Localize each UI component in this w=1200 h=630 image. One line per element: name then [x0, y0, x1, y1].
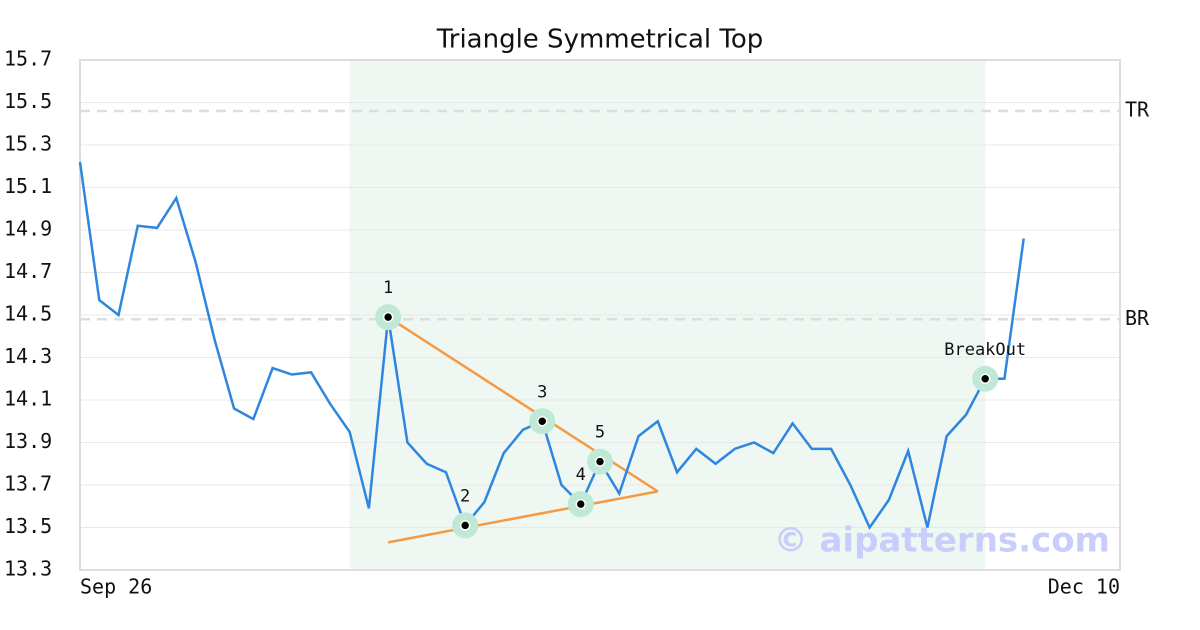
y-tick-label: 14.3 — [4, 344, 52, 368]
plot-frame — [79, 59, 1121, 571]
level-label: TR — [1125, 98, 1150, 122]
point-dot — [575, 498, 586, 510]
point-dot — [382, 311, 394, 323]
chart-title: Triangle Symmetrical Top — [436, 25, 764, 55]
y-tick-label: 13.5 — [4, 514, 52, 538]
y-tick-label: 14.9 — [4, 217, 52, 241]
point-label: 2 — [460, 486, 470, 506]
x-tick-label: Sep 26 — [80, 575, 152, 599]
y-tick-label: 13.3 — [4, 557, 52, 581]
level-label: BR — [1125, 306, 1150, 330]
y-tick-label: 15.1 — [4, 174, 52, 198]
point-label: 3 — [537, 382, 547, 402]
point-label: BreakOut — [944, 340, 1026, 360]
x-tick-label: Dec 10 — [1048, 575, 1120, 599]
y-tick-label: 13.7 — [4, 472, 52, 496]
trendline — [387, 490, 659, 544]
point-dot — [459, 520, 471, 531]
y-tick-label: 14.1 — [4, 387, 52, 411]
y-tick-label: 15.7 — [4, 47, 52, 71]
point-label: 1 — [383, 278, 393, 298]
y-tick-label: 13.9 — [4, 429, 52, 453]
point-label: 5 — [595, 423, 605, 443]
y-tick-label: 15.5 — [4, 89, 52, 113]
point-dot — [979, 373, 991, 384]
point-dot — [594, 456, 606, 467]
y-tick-label: 14.7 — [4, 259, 52, 283]
point-dot — [536, 416, 548, 427]
y-tick-label: 15.3 — [4, 132, 52, 156]
point-label: 4 — [576, 465, 586, 485]
y-tick-label: 14.5 — [4, 302, 52, 326]
price-line — [78, 161, 1025, 531]
watermark: © aipatterns.com — [774, 521, 1110, 561]
